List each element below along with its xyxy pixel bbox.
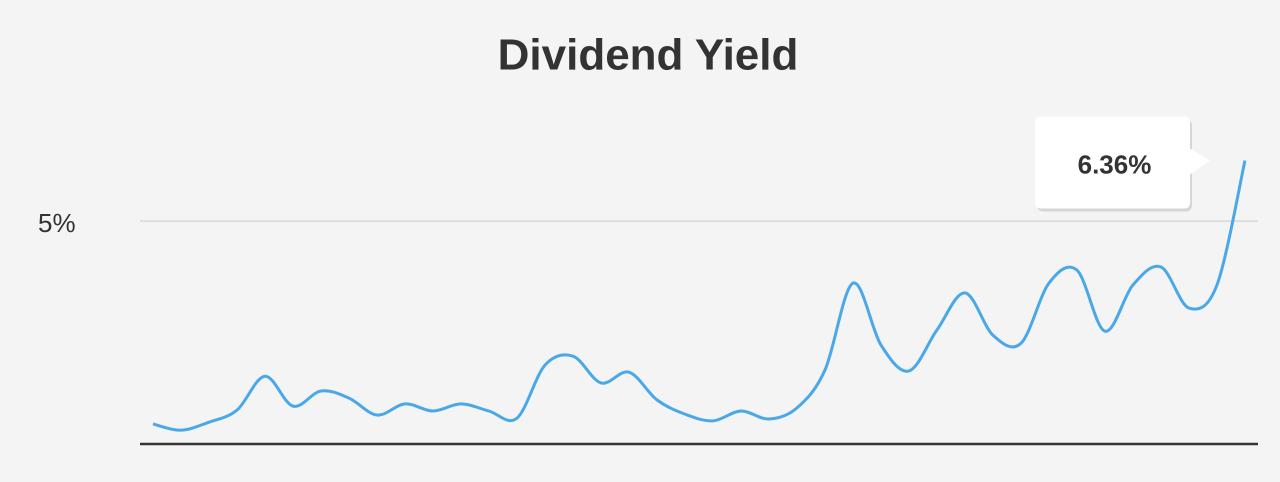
- tooltip: 6.36%: [1035, 116, 1210, 212]
- y-tick-label: 5%: [38, 208, 76, 238]
- data-label: 6.36%: [1078, 149, 1152, 179]
- line-series: [152, 160, 1247, 432]
- chart-title: Dividend Yield: [498, 31, 799, 80]
- tooltip-box: [1035, 116, 1210, 209]
